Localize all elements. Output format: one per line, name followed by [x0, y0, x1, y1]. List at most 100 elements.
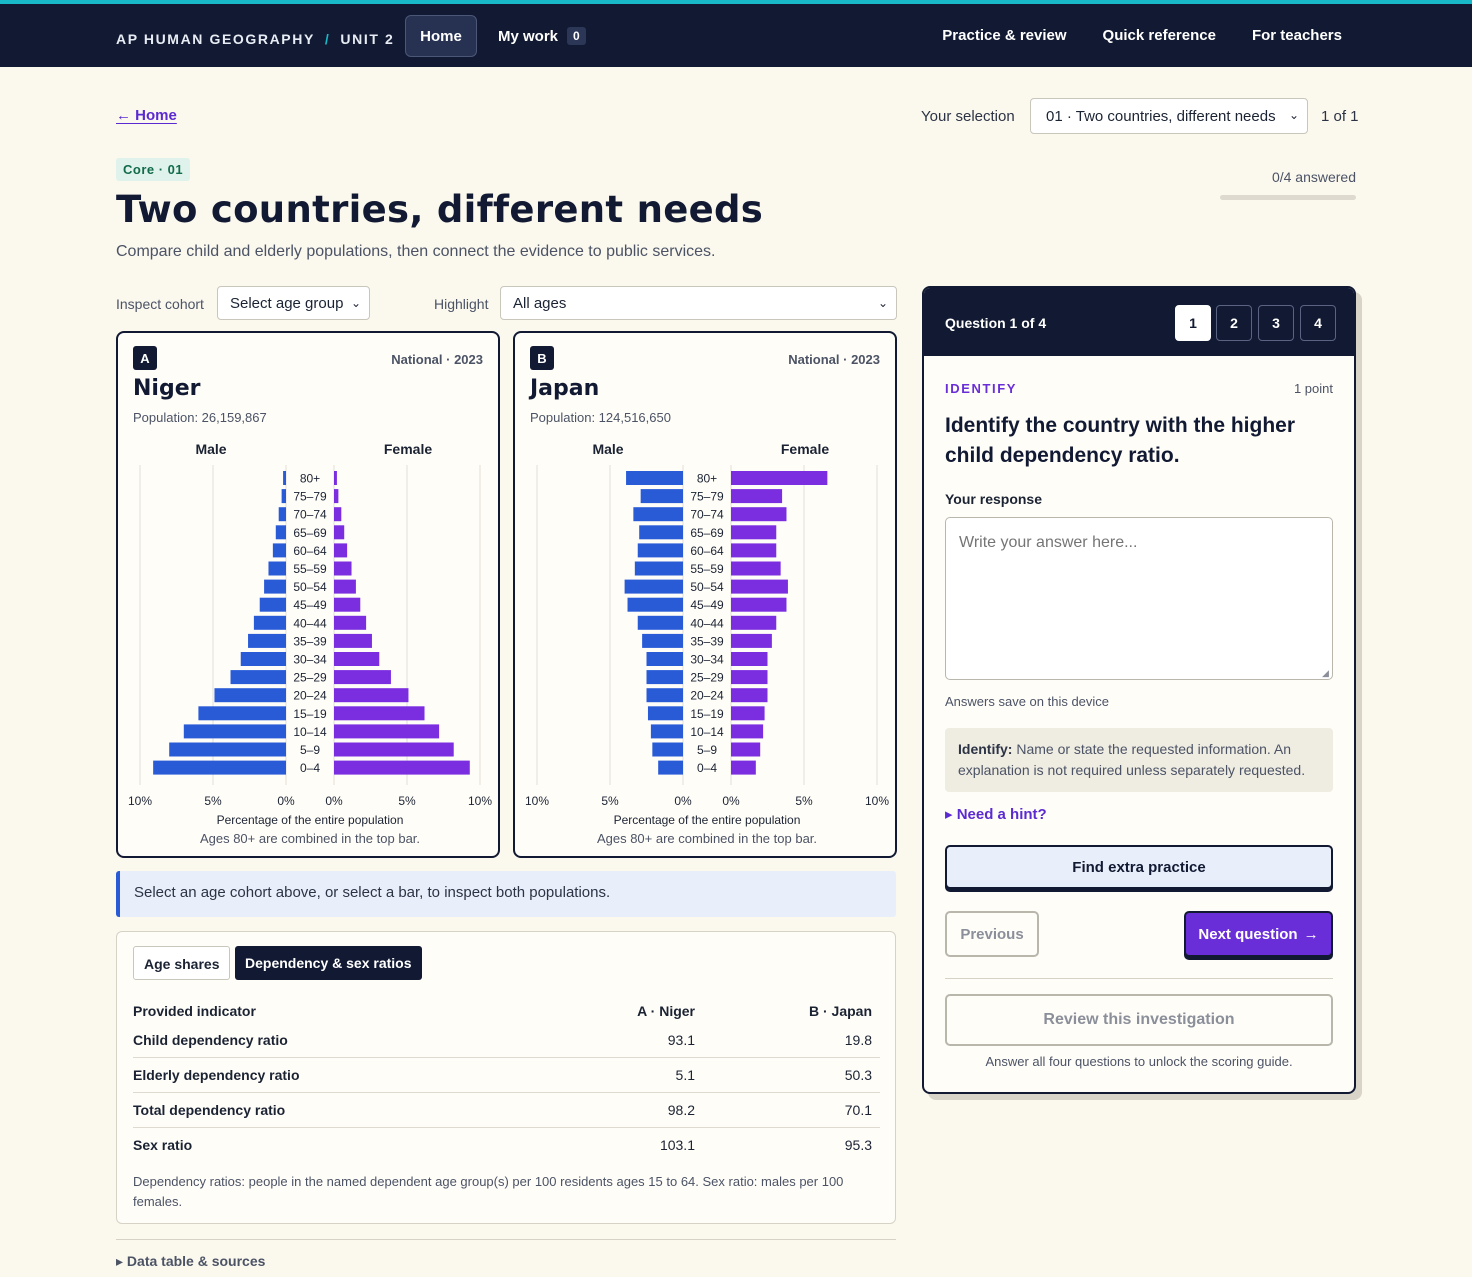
male-bar[interactable] [240, 652, 286, 666]
male-label: Male [592, 441, 623, 457]
nav-practice-review-link[interactable]: Practice & review [942, 27, 1067, 44]
male-bar[interactable] [272, 543, 286, 558]
female-bar[interactable] [731, 760, 756, 775]
female-bar[interactable] [334, 633, 372, 648]
male-label: Male [195, 441, 226, 457]
age-label: 55–59 [690, 562, 724, 576]
male-bar[interactable] [214, 688, 286, 703]
tab-dependency-sex-ratios[interactable]: Dependency & sex ratios [235, 946, 422, 980]
male-bar[interactable] [253, 615, 286, 630]
back-home-link[interactable]: ← Home [116, 107, 177, 124]
population-pyramid-niger[interactable]: Male Female 80+ 75–79 70–74 65–69 60–64 55–59 50… [118, 433, 502, 853]
male-bar[interactable] [153, 760, 286, 775]
female-bar[interactable] [334, 615, 367, 630]
female-bar[interactable] [731, 724, 764, 739]
female-bar[interactable] [334, 724, 440, 739]
male-bar[interactable] [627, 597, 683, 612]
tick-label: 5% [795, 794, 813, 808]
population-pyramid-japan[interactable]: Male Female 80+ 75–79 70–74 65–69 60–64 55–59 50… [515, 433, 899, 853]
hint-toggle[interactable]: ▸ Need a hint? [945, 805, 1047, 823]
female-bar[interactable] [334, 706, 425, 721]
female-bar[interactable] [334, 597, 361, 612]
female-bar[interactable] [334, 688, 409, 703]
female-bar[interactable] [731, 507, 787, 522]
female-bar[interactable] [334, 525, 345, 540]
female-bar[interactable] [334, 471, 337, 485]
female-bar[interactable] [731, 597, 787, 612]
male-bar[interactable] [640, 489, 683, 504]
female-bar[interactable] [334, 489, 339, 504]
male-bar[interactable] [652, 742, 683, 757]
male-bar[interactable] [639, 525, 683, 540]
female-bar[interactable] [731, 652, 768, 666]
male-bar[interactable] [642, 633, 683, 648]
male-bar[interactable] [658, 760, 683, 775]
nav-quick-reference-link[interactable]: Quick reference [1102, 27, 1216, 44]
female-bar[interactable] [334, 561, 352, 576]
male-bar[interactable] [637, 543, 683, 558]
male-bar[interactable] [259, 597, 286, 612]
question-1-button[interactable]: 1 [1175, 305, 1211, 341]
highlight-select[interactable]: All ages ⌄ [500, 286, 897, 320]
review-investigation-button[interactable]: Review this investigation [945, 994, 1333, 1046]
male-bar[interactable] [624, 579, 683, 594]
male-bar[interactable] [264, 579, 286, 594]
male-bar[interactable] [198, 706, 286, 721]
female-bar[interactable] [334, 742, 454, 757]
selection-select[interactable]: 01 · Two countries, different needs ⌄ [1030, 98, 1308, 134]
male-bar[interactable] [183, 724, 286, 739]
nav-for-teachers-link[interactable]: For teachers [1251, 27, 1342, 44]
female-bar[interactable] [334, 760, 470, 775]
male-bar[interactable] [646, 652, 684, 666]
female-bar[interactable] [731, 489, 783, 504]
nav-my-work-link[interactable]: My work 0 [498, 27, 586, 45]
find-extra-practice-button[interactable]: Find extra practice [945, 845, 1333, 889]
female-bar[interactable] [731, 525, 777, 540]
female-bar[interactable] [334, 507, 342, 522]
female-bar[interactable] [334, 652, 380, 666]
tab-age-shares[interactable]: Age shares [133, 946, 231, 980]
resize-handle-icon[interactable]: ◢ [1322, 668, 1329, 678]
inspect-cohort-select[interactable]: Select age group ⌄ [217, 286, 370, 320]
next-question-button[interactable]: Next question → [1184, 911, 1333, 957]
response-textarea[interactable] [945, 517, 1333, 680]
male-bar[interactable] [275, 525, 286, 540]
female-bar[interactable] [731, 579, 788, 594]
male-bar[interactable] [248, 633, 286, 648]
female-bar[interactable] [731, 688, 768, 703]
male-bar[interactable] [634, 561, 683, 576]
male-bar[interactable] [637, 615, 683, 630]
female-bar[interactable] [334, 543, 348, 558]
male-bar[interactable] [230, 670, 286, 685]
female-bar[interactable] [334, 670, 391, 685]
male-bar[interactable] [646, 670, 684, 685]
female-bar[interactable] [334, 579, 356, 594]
male-bar[interactable] [283, 471, 286, 485]
data-sources-toggle[interactable]: ▸ Data table & sources [116, 1253, 265, 1270]
male-bar[interactable] [650, 724, 683, 739]
male-bar[interactable] [646, 688, 684, 703]
female-bar[interactable] [731, 543, 777, 558]
female-bar[interactable] [731, 706, 765, 721]
male-bar[interactable] [633, 507, 683, 522]
female-bar[interactable] [731, 633, 772, 648]
answer-progress-bar [1220, 195, 1356, 200]
female-bar[interactable] [731, 742, 761, 757]
male-bar[interactable] [647, 706, 683, 721]
female-bar[interactable] [731, 615, 777, 630]
female-bar[interactable] [731, 471, 828, 485]
question-3-button[interactable]: 3 [1258, 305, 1294, 341]
male-bar[interactable] [281, 489, 286, 504]
male-bar[interactable] [626, 471, 683, 485]
nav-home-button[interactable]: Home [405, 15, 477, 57]
previous-button[interactable]: Previous [945, 911, 1039, 957]
card-population: Population: 124,516,650 [530, 410, 671, 425]
brand[interactable]: AP HUMAN GEOGRAPHY / UNIT 2 [116, 28, 416, 50]
male-bar[interactable] [268, 561, 286, 576]
female-bar[interactable] [731, 670, 768, 685]
question-2-button[interactable]: 2 [1216, 305, 1252, 341]
male-bar[interactable] [169, 742, 286, 757]
female-bar[interactable] [731, 561, 781, 576]
male-bar[interactable] [278, 507, 286, 522]
question-4-button[interactable]: 4 [1300, 305, 1336, 341]
